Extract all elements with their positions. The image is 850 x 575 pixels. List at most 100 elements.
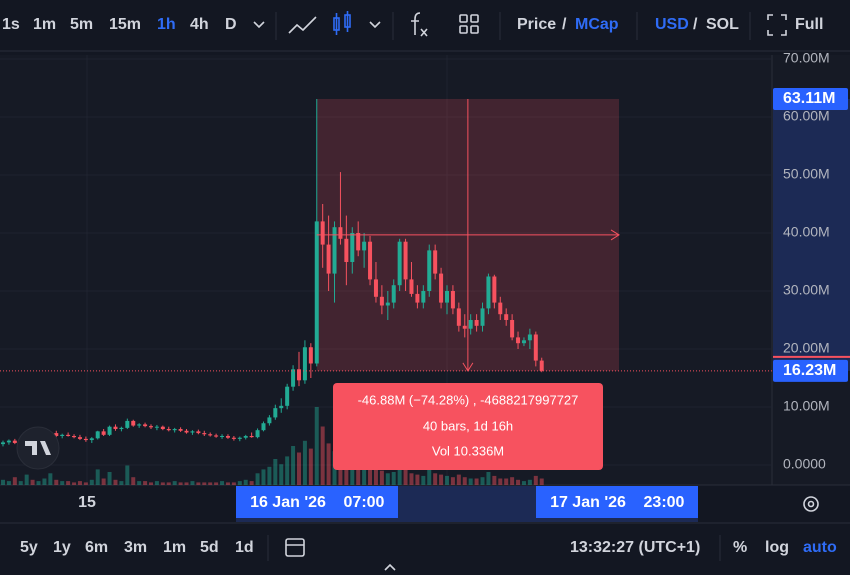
plot: 0.0000 10.00M 20.00M 30.00M 40.00M 50.00M 60.0… [0,50,850,511]
volume-bar [66,481,71,485]
candle-body [113,426,118,430]
interval[interactable]: 5m [70,16,93,33]
interval[interactable]: D [225,16,237,33]
candle-body [143,424,148,427]
calendar[interactable] [285,538,305,557]
volume-bar [445,475,449,485]
usd-toggle[interactable]: USD [655,16,689,33]
interval[interactable]: 1s [2,16,20,33]
fullscreen-icon[interactable] [767,14,787,36]
range[interactable]: 6m [85,539,108,556]
candle-body [273,408,278,418]
y-tick-label: 50.00M [783,166,830,182]
volume-bar [261,469,266,485]
volume-bar [231,482,236,485]
candle-body [480,308,485,326]
icon [807,500,815,508]
volume-bar [119,481,124,485]
volume-bar [439,474,444,485]
y-tick-label: 60.00M [783,108,830,124]
candle-body [403,241,408,280]
sol-toggle[interactable]: SOL [706,16,739,33]
volume-bar [368,461,373,485]
volume-bar [356,465,361,485]
volume-bar [1,479,5,485]
candle-body [172,429,177,431]
candle-body [237,437,242,439]
style-menu[interactable] [369,21,381,29]
candle-body [12,440,17,443]
volume-bar [267,466,272,485]
range[interactable]: 1m [163,539,186,556]
interval[interactable]: 1m [33,16,56,33]
y-tick-label: 40.00M [783,224,830,240]
volume-bar [178,482,183,485]
candle-body [249,435,254,438]
volume-bar [326,443,331,485]
volume-bar [302,440,307,485]
last-price-label: 16.23M [783,362,836,379]
candle-style[interactable] [333,11,351,35]
interval[interactable]: 1h [157,16,176,33]
interval[interactable]: 15m [109,16,141,33]
volume-bar [291,446,296,485]
candle-body [267,417,272,424]
mcap-toggle[interactable]: MCap [575,16,619,33]
volume-bar [427,468,432,485]
candle-body [137,424,142,426]
candle-body [101,431,106,435]
log-toggle[interactable]: log [765,539,789,556]
indicators[interactable] [411,12,428,37]
candle-body [255,430,260,438]
candle-body [433,250,438,274]
candle-body [344,238,349,262]
range[interactable]: 1d [235,539,254,556]
candle-body [368,241,373,280]
candle-body [486,276,491,309]
volume-bar [450,477,455,485]
percent-toggle[interactable]: % [733,539,747,556]
range[interactable]: 5y [20,539,38,556]
volume-bar [255,473,260,485]
icon [470,14,479,23]
volume-bar [504,478,509,485]
candle-body [190,431,195,433]
interval-menu[interactable] [253,21,265,29]
measure-high-box [773,87,848,110]
range[interactable]: 1y [53,539,71,556]
layouts[interactable] [459,14,479,34]
candle-body [320,221,325,245]
range[interactable]: 3m [124,539,147,556]
candle-body [54,433,59,436]
collapse-arrow[interactable] [384,563,396,571]
volume-bar [172,481,177,485]
auto-toggle[interactable]: auto [803,539,837,556]
candle-body [131,420,136,426]
candle-body [220,435,225,437]
volume-bar [48,473,53,485]
candle-body [107,426,112,435]
volume-bar [60,481,65,485]
price-toggle[interactable]: Price [517,16,556,33]
candle-body [421,290,426,303]
range[interactable]: 5d [200,539,219,556]
clock: 13:32:27 (UTC+1) [570,539,700,556]
y-tick-label: 70.00M [783,50,830,66]
candle-body [261,423,266,431]
volume-bar [314,407,319,485]
candle-body [160,426,165,430]
volume-bar [196,482,201,485]
measure-change: -46.88M (−74.28%) , -4688217997727 [358,392,579,407]
candle-body [95,431,100,439]
interval[interactable]: 4h [190,16,209,33]
fullscreen[interactable]: Full [795,16,823,33]
volume-bar [95,469,100,485]
candle-body [285,386,290,406]
icon [803,496,819,512]
measure-high-label: 63.11M [783,90,835,107]
volume-bar [456,474,461,485]
settings[interactable] [803,496,819,512]
measure-h-arrow [610,229,620,241]
volume-bar [320,426,325,485]
line-style[interactable] [288,16,317,34]
